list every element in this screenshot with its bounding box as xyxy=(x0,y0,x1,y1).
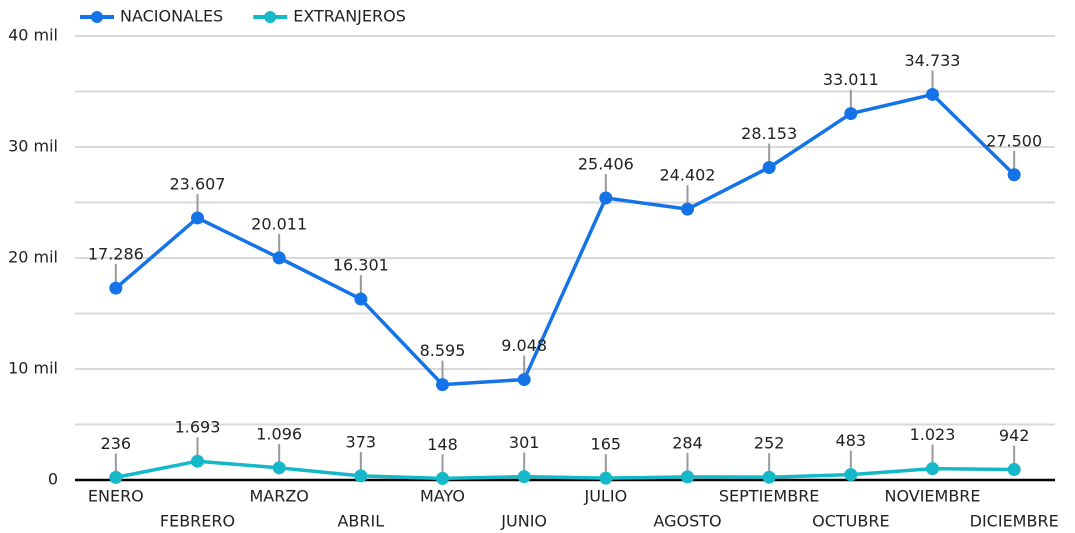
data-label: 20.011 xyxy=(251,214,307,233)
point xyxy=(517,470,531,484)
point xyxy=(354,292,368,306)
x-tick-label: NOVIEMBRE xyxy=(884,487,980,506)
data-label: 25.406 xyxy=(578,154,634,173)
point xyxy=(762,470,776,484)
point xyxy=(354,469,368,483)
y-tick-label: 10 mil xyxy=(8,359,58,378)
x-tick-label: FEBRERO xyxy=(160,512,235,531)
point xyxy=(1007,463,1021,477)
y-tick-label: 0 xyxy=(48,470,58,489)
data-label: 16.301 xyxy=(333,256,389,275)
point xyxy=(109,281,123,295)
point xyxy=(191,454,204,468)
point xyxy=(109,470,123,484)
point xyxy=(762,161,776,175)
data-label: 483 xyxy=(836,431,867,450)
legend-label: EXTRANJEROS xyxy=(293,7,406,26)
point xyxy=(1007,168,1021,182)
data-label: 236 xyxy=(101,434,132,453)
point xyxy=(436,471,449,485)
x-tick-label: JUNIO xyxy=(500,512,547,531)
x-tick-label: ENERO xyxy=(88,487,144,506)
point xyxy=(844,107,858,121)
point xyxy=(599,191,613,205)
data-label: 942 xyxy=(999,426,1030,445)
point xyxy=(926,87,939,101)
point xyxy=(926,462,939,476)
data-label: 33.011 xyxy=(823,70,879,89)
point xyxy=(191,211,204,225)
x-tick-label: ABRIL xyxy=(337,512,384,531)
point xyxy=(681,470,694,484)
data-label: 9.048 xyxy=(501,336,547,355)
x-tick-label: MAYO xyxy=(420,487,465,506)
data-label: 23.607 xyxy=(170,174,226,193)
y-tick-label: 30 mil xyxy=(8,137,58,156)
data-label: 24.402 xyxy=(660,166,716,185)
x-tick-label: SEPTIEMBRE xyxy=(719,487,820,506)
data-label: 1.693 xyxy=(175,418,221,437)
x-tick-label: JULIO xyxy=(584,487,628,506)
legend-marker xyxy=(91,11,103,23)
series-line xyxy=(114,92,1016,387)
data-label: 165 xyxy=(591,435,622,454)
data-label: 27.500 xyxy=(986,131,1042,150)
point xyxy=(844,468,858,482)
legend-label: NACIONALES xyxy=(120,7,223,26)
data-label: 28.153 xyxy=(741,124,797,143)
data-label: 34.733 xyxy=(905,51,961,70)
y-tick-label: 20 mil xyxy=(8,248,58,267)
x-tick-label: DICIEMBRE xyxy=(970,512,1059,531)
data-label: 1.023 xyxy=(910,425,956,444)
y-tick-label: 40 mil xyxy=(8,26,58,45)
data-label: 148 xyxy=(427,435,458,454)
data-label: 373 xyxy=(346,432,377,451)
data-label: 301 xyxy=(509,433,540,452)
point xyxy=(681,202,694,216)
legend-marker xyxy=(264,11,277,23)
x-tick-label: MARZO xyxy=(249,487,308,506)
x-tick-label: AGOSTO xyxy=(653,512,721,531)
point xyxy=(599,471,613,485)
point xyxy=(436,378,449,392)
data-label: 284 xyxy=(672,433,703,452)
data-label: 252 xyxy=(754,434,785,453)
x-tick-label: OCTUBRE xyxy=(812,512,889,531)
data-label: 1.096 xyxy=(256,424,302,443)
data-label: 17.286 xyxy=(88,245,144,264)
point xyxy=(272,461,286,475)
point xyxy=(272,251,286,265)
data-label: 8.595 xyxy=(420,341,466,360)
series-line xyxy=(115,459,1015,481)
point xyxy=(517,373,531,387)
